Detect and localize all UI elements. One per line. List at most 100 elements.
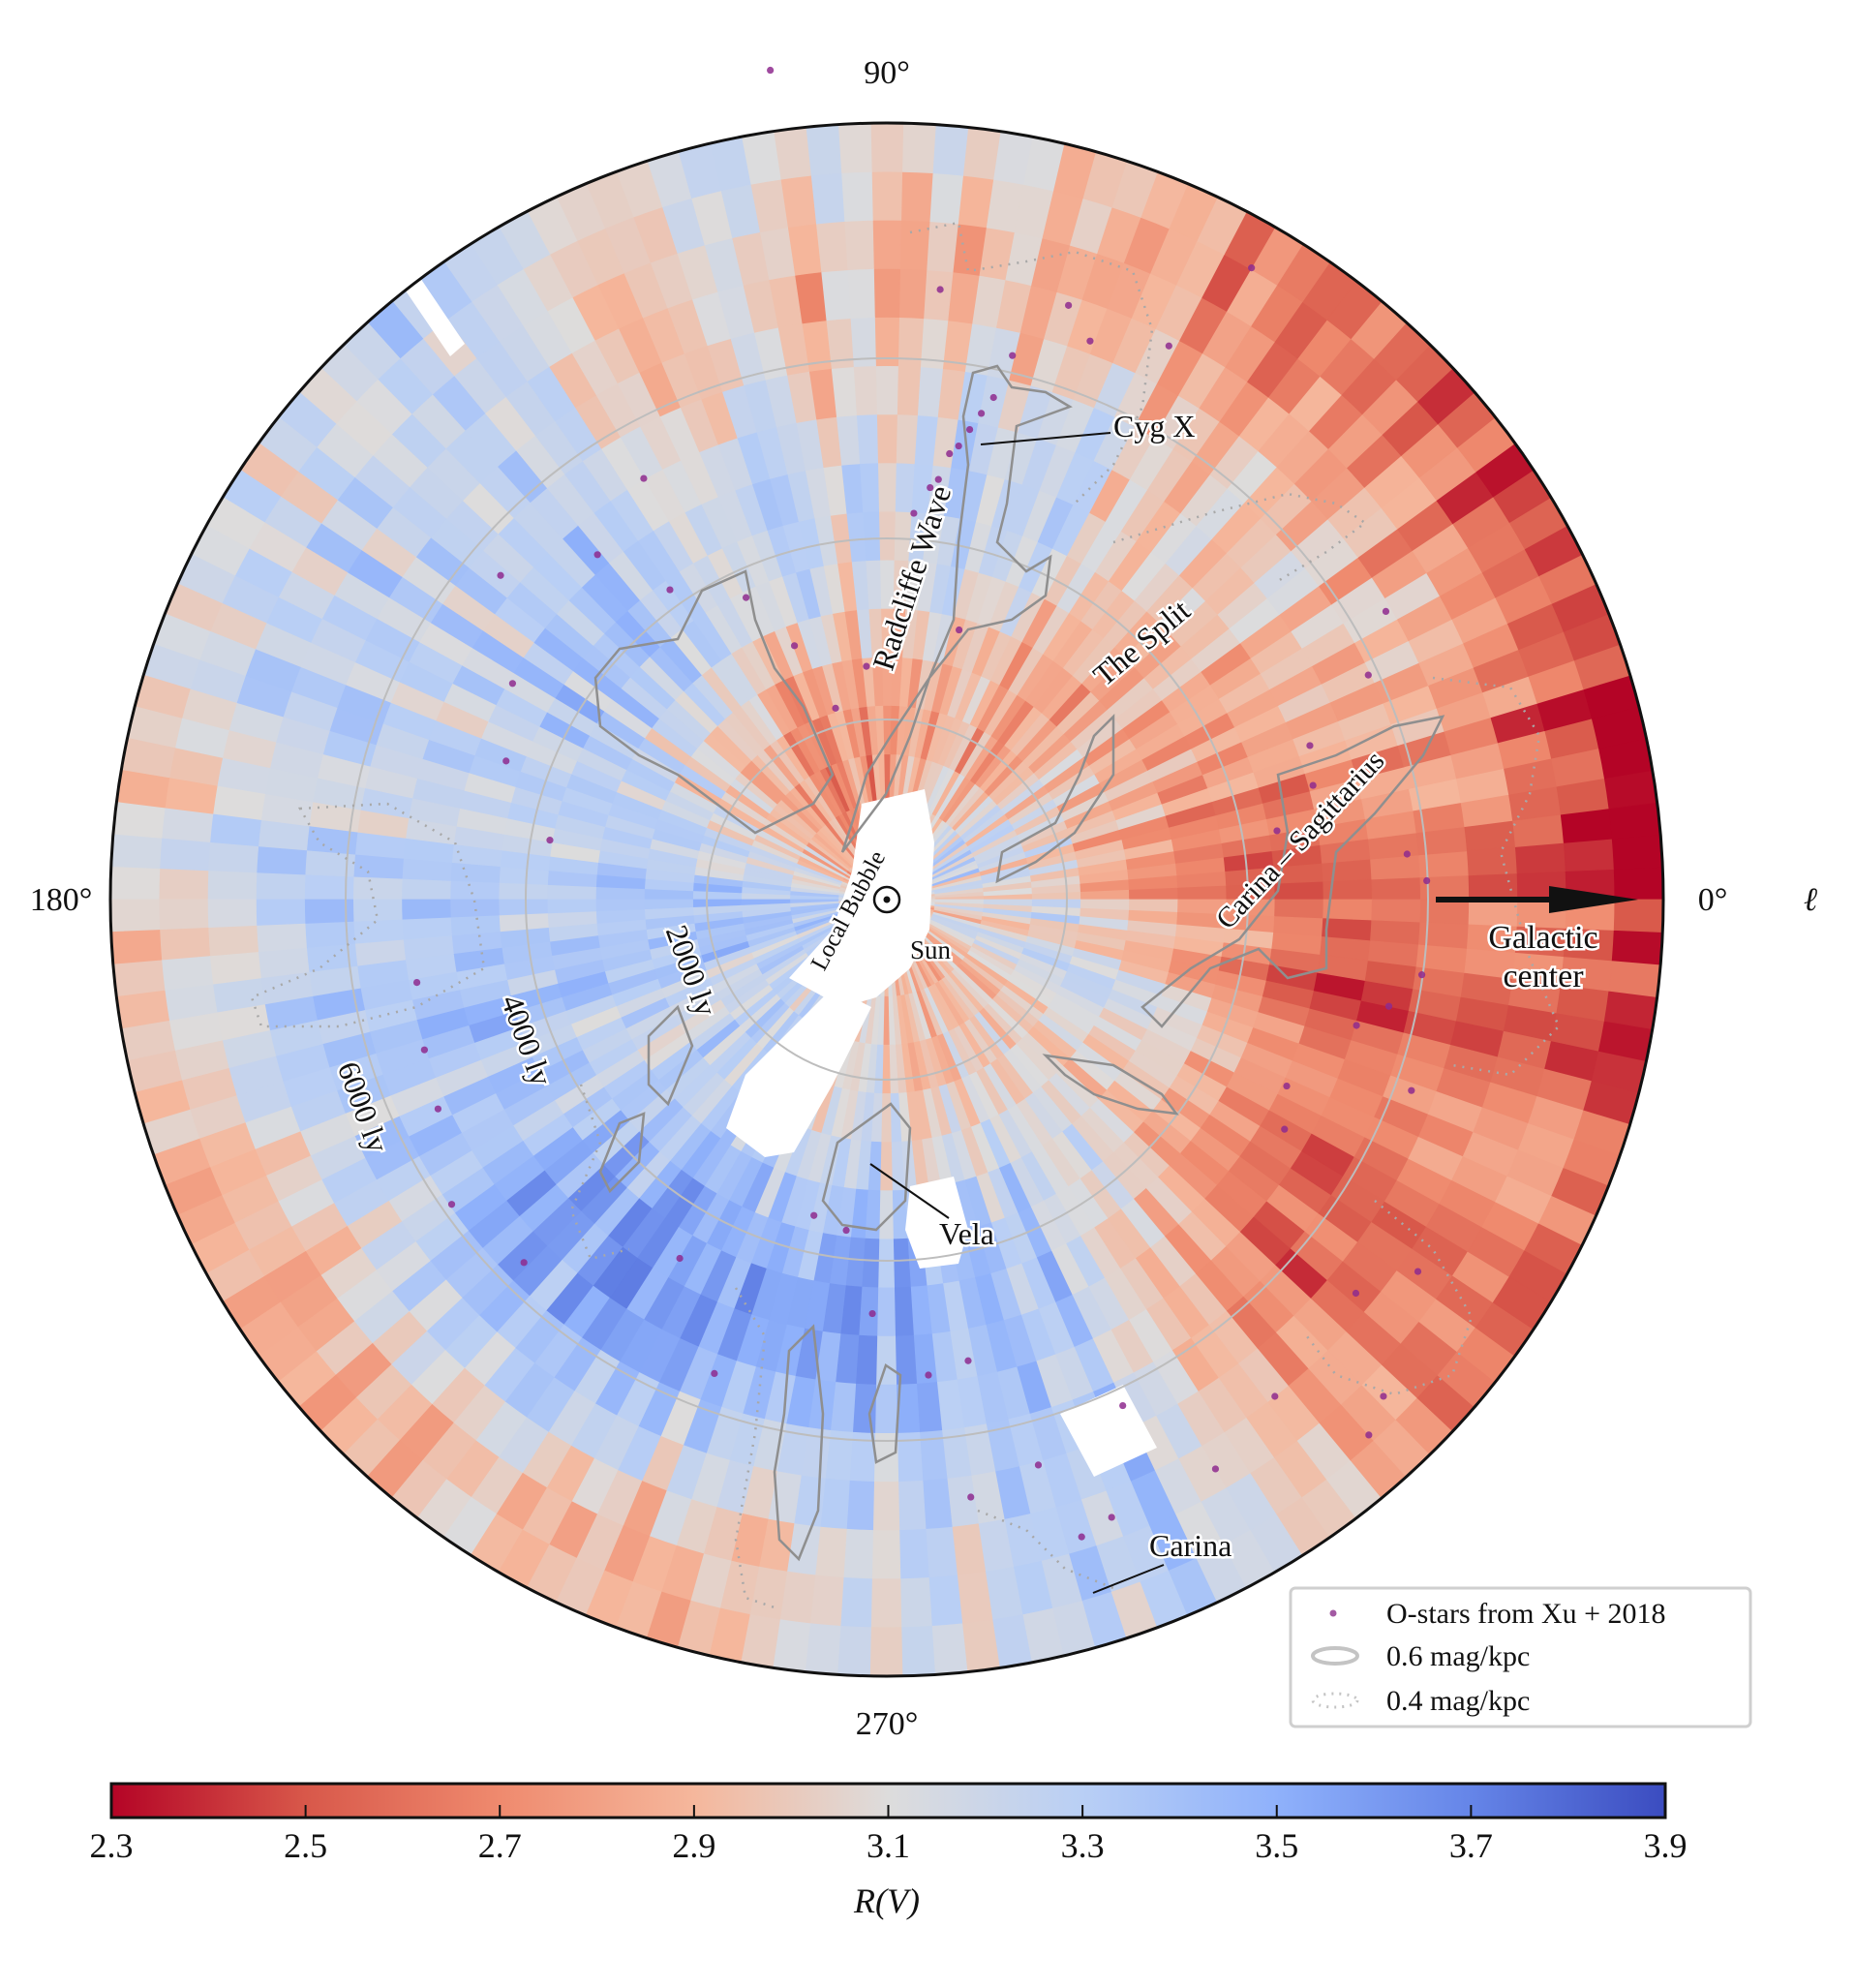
o-star-point (1414, 1268, 1422, 1275)
heatmap-cell (401, 899, 451, 921)
o-star-point (934, 475, 942, 483)
heatmap-cell (158, 869, 209, 901)
heatmap-cell (856, 1334, 879, 1386)
o-star-point (1009, 352, 1017, 359)
o-star-point (1365, 1431, 1373, 1439)
heatmap-cell (1273, 915, 1324, 937)
colorbar-tick-label: 3.9 (1644, 1826, 1688, 1865)
colorbar-label: R(V) (853, 1881, 920, 1920)
heatmap-cell (1613, 866, 1663, 901)
heatmap-cell (1468, 872, 1519, 901)
o-star-point (1403, 850, 1411, 858)
angular-axis-label: ℓ (1804, 882, 1817, 918)
o-star-point (666, 586, 674, 594)
heatmap-cell (1514, 841, 1566, 874)
heatmap-cell (1613, 899, 1663, 933)
heatmap-cell (881, 1093, 893, 1144)
heatmap-cell (931, 124, 969, 176)
heatmap-cell (159, 927, 211, 962)
o-star-point (1165, 342, 1172, 350)
o-star-point (977, 410, 986, 417)
heatmap-cell (869, 123, 904, 172)
heatmap-cell (1466, 846, 1518, 876)
heatmap-cell (256, 923, 308, 953)
o-star-point (1364, 671, 1372, 679)
legend-o-star-marker (1329, 1609, 1337, 1617)
legend-label-0.6: 0.6 mag/kpc (1386, 1640, 1530, 1672)
o-star-point (1353, 1022, 1360, 1029)
o-star-point (502, 757, 510, 765)
heatmap-cell (870, 170, 903, 221)
heatmap-cell (859, 1286, 880, 1337)
heatmap-cell (498, 899, 548, 917)
o-star-point (434, 1105, 442, 1113)
o-star-point (956, 626, 963, 634)
heatmap-cell (876, 413, 897, 464)
heatmap-cell (900, 170, 933, 223)
heatmap-cell (895, 413, 918, 465)
colorbar-tick-label: 2.5 (284, 1826, 327, 1865)
o-star-point (868, 1309, 876, 1318)
o-star-point (1423, 876, 1431, 885)
heatmap-cell (1611, 930, 1663, 965)
heatmap-cell (870, 1578, 903, 1629)
heatmap-cell (900, 1576, 933, 1629)
o-star-point (1281, 1125, 1289, 1133)
heatmap-cell (931, 1623, 969, 1675)
heatmap-cell (901, 1625, 936, 1676)
o-star-point (1384, 1002, 1393, 1010)
colorbar-tick-label: 2.9 (672, 1826, 715, 1865)
colorbar-tick-label: 3.3 (1061, 1826, 1105, 1865)
heatmap-cell (877, 1287, 897, 1337)
colorbar-tick-label: 2.3 (90, 1826, 134, 1865)
carina-label: Carina (1149, 1528, 1232, 1563)
heatmap-cell (112, 802, 166, 840)
heatmap-cell (878, 1239, 896, 1289)
o-star-point (1078, 1533, 1085, 1541)
heatmap-cell (255, 899, 306, 927)
o-star-point (640, 474, 648, 482)
o-star-point (936, 286, 944, 293)
heatmap-cell (928, 1575, 964, 1627)
o-star-point (946, 449, 954, 458)
o-star-point (832, 704, 839, 712)
colorbar-tick-label: 3.5 (1255, 1826, 1298, 1865)
o-star-point (593, 551, 601, 559)
legend-label-0.4: 0.4 mag/kpc (1386, 1685, 1530, 1717)
o-star-point (1273, 827, 1281, 835)
o-star-point (1271, 1392, 1279, 1400)
o-star-point (520, 1259, 528, 1267)
heatmap-cell (805, 1623, 842, 1675)
heatmap-cell (352, 876, 403, 901)
heatmap-cell (856, 413, 879, 465)
heatmap-cell (546, 884, 596, 901)
heatmap-cell (815, 1526, 848, 1578)
heatmap-cell (894, 462, 915, 513)
heatmap-cell (206, 899, 258, 929)
heatmap-cell (869, 1627, 904, 1676)
o-star-point (1211, 1465, 1220, 1473)
heatmap-cell (809, 1575, 845, 1627)
o-star-point (420, 1046, 428, 1054)
heatmap-cell (546, 899, 596, 915)
heatmap-cell (926, 1526, 958, 1578)
heatmap-cell (871, 1530, 902, 1580)
heatmap-cell (1608, 960, 1661, 997)
o-star-point (925, 1371, 932, 1379)
heatmap-cell (643, 889, 694, 901)
heatmap-cell (852, 365, 877, 416)
heatmap-cell (1611, 834, 1663, 870)
o-star-point (767, 66, 775, 75)
heatmap-cell (875, 1384, 898, 1434)
heatmap-cell (401, 878, 451, 901)
heatmap-cell (852, 1383, 877, 1434)
heatmap-cell (923, 269, 954, 321)
o-star-point (1065, 301, 1073, 309)
heatmap-cell (840, 170, 873, 223)
heatmap-cell (843, 219, 874, 271)
o-star-point (967, 1493, 975, 1501)
o-star-point (1408, 1086, 1415, 1094)
legend: O-stars from Xu + 2018 0.6 mag/kpc 0.4 m… (1289, 1586, 1752, 1728)
o-star-point (546, 837, 554, 844)
heatmap-cell (1371, 876, 1421, 901)
